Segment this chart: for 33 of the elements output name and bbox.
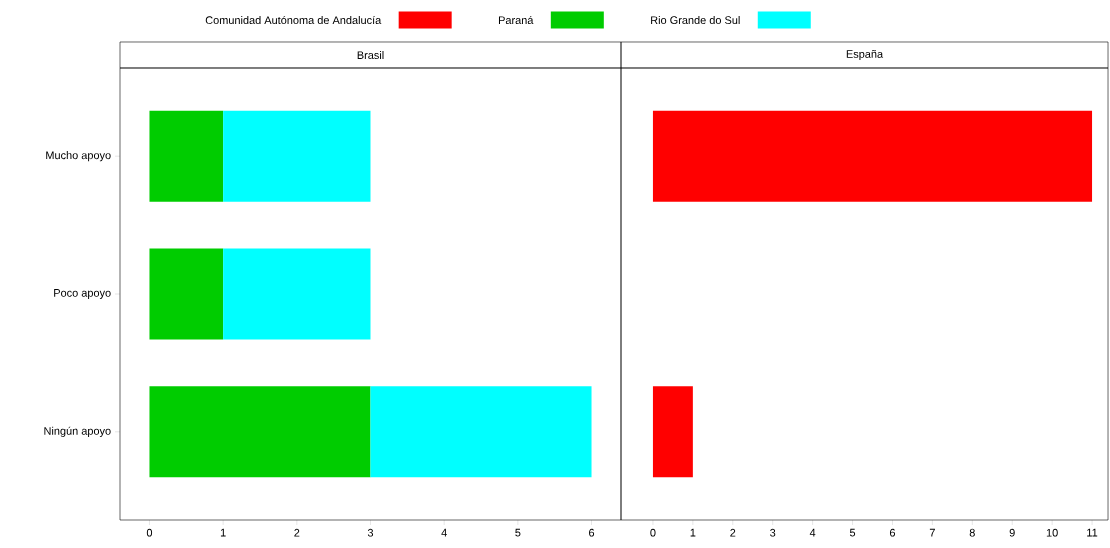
x-tick-label: 11 xyxy=(1087,528,1098,537)
y-tick-label: Ningún apoyo xyxy=(44,426,111,437)
x-tick-label: 7 xyxy=(929,528,935,537)
x-tick-label: 2 xyxy=(730,528,736,537)
x-tick-label: 0 xyxy=(146,528,153,537)
chart-title: España xyxy=(846,49,884,61)
legend-label: Paraná xyxy=(498,15,534,25)
x-tick-label: 4 xyxy=(809,528,816,537)
x-tick-label: 10 xyxy=(1046,528,1058,537)
y-tick-label: Mucho apoyo xyxy=(46,151,111,162)
x-tick-label: 1 xyxy=(220,528,226,537)
bar xyxy=(223,110,371,202)
chart-title: Brasil xyxy=(357,50,384,60)
x-tick-label: 5 xyxy=(515,528,521,537)
bar xyxy=(223,248,371,340)
legend-label: Rio Grande do Sul xyxy=(651,15,740,25)
x-tick-label: 0 xyxy=(650,528,656,537)
x-tick-label: 3 xyxy=(770,528,776,537)
x-tick-label: 3 xyxy=(367,528,374,537)
bar xyxy=(149,386,371,478)
x-tick-label: 6 xyxy=(889,528,896,537)
bar xyxy=(149,248,224,340)
x-tick-label: 9 xyxy=(1009,528,1015,537)
x-tick-label: 8 xyxy=(969,528,975,537)
x-tick-label: 5 xyxy=(849,528,856,537)
bar xyxy=(370,386,592,478)
x-tick-label: 1 xyxy=(690,528,696,537)
y-tick-label: Poco apoyo xyxy=(54,289,111,299)
bar xyxy=(149,110,224,202)
x-tick-label: 2 xyxy=(294,528,300,537)
x-tick-label: 4 xyxy=(441,528,447,537)
legend-label: Comunidad Autónoma de Andalucía xyxy=(205,15,382,25)
x-tick-label: 6 xyxy=(589,528,595,537)
